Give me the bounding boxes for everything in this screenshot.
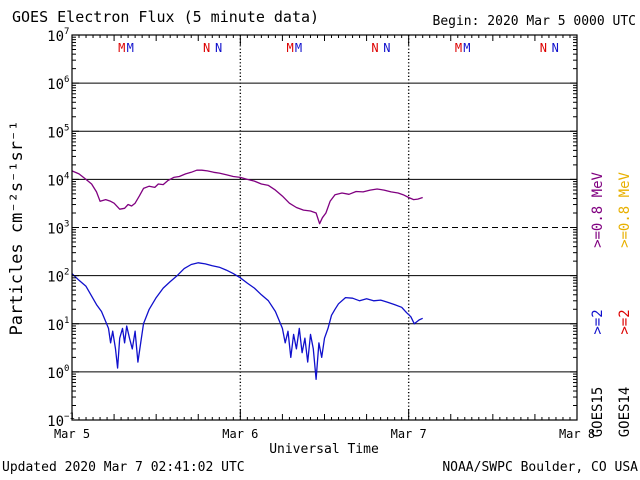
legend-entry: >=2 <box>590 309 606 334</box>
y-tick-exponent: 0 <box>64 364 69 374</box>
event-marker: N <box>540 41 547 55</box>
x-tick-label: Mar 5 <box>54 427 90 441</box>
chart-legend: >=0.8 MeV >=2 GOES15 >=0.8 MeV >=2 GOES14 <box>590 172 633 438</box>
y-tick-exponent: 1 <box>64 316 69 326</box>
plot-frame <box>71 34 578 421</box>
event-marker: N <box>552 41 559 55</box>
y-tick-exponent: 2 <box>64 268 69 278</box>
chart-grid <box>72 82 577 373</box>
y-tick-exponent: 6 <box>64 75 69 85</box>
y-tick-exponent: 5 <box>64 123 69 133</box>
y-tick-label: 10 <box>47 173 64 189</box>
event-marker: M <box>118 41 125 55</box>
y-tick-label: 10 <box>47 29 64 45</box>
legend-entry: GOES15 <box>590 387 606 438</box>
y-tick-label: 10 <box>47 222 64 238</box>
x-tick-label: Mar 7 <box>391 427 427 441</box>
x-tick-label: Mar 6 <box>222 427 258 441</box>
event-marker: N <box>215 41 222 55</box>
y-tick-label: 10 <box>47 366 64 382</box>
begin-time: Begin: 2020 Mar 5 0000 UTC <box>432 14 637 29</box>
event-marker: M <box>287 41 294 55</box>
y-tick-exponent: −1 <box>64 412 75 422</box>
y-axis-label: Particles cm⁻²s⁻¹sr⁻¹ <box>7 121 27 336</box>
event-marker: N <box>383 41 390 55</box>
event-marker: N <box>371 41 378 55</box>
series-line <box>71 262 423 380</box>
y-tick-exponent: 7 <box>64 27 69 37</box>
y-tick-label: 10 <box>47 270 64 286</box>
x-tick-label: Mar 8 <box>559 427 595 441</box>
chart-title: GOES Electron Flux (5 minute data) <box>12 8 320 26</box>
legend-entry: >=2 <box>617 309 633 334</box>
y-tick-label: 10 <box>47 414 64 430</box>
event-marker: M <box>295 41 302 55</box>
x-axis-label: Universal Time <box>269 442 379 457</box>
y-tick-label: 10 <box>47 77 64 93</box>
y-tick-exponent: 3 <box>64 220 69 230</box>
updated-timestamp: Updated 2020 Mar 7 02:41:02 UTC <box>2 460 245 475</box>
y-tick-exponent: 4 <box>64 171 69 181</box>
series-line <box>71 169 423 225</box>
legend-entry: >=0.8 MeV <box>590 172 606 248</box>
event-marker: M <box>127 41 134 55</box>
event-marker: M <box>455 41 462 55</box>
chart-series <box>71 169 423 380</box>
legend-entry: >=0.8 MeV <box>617 172 633 248</box>
event-marker: M <box>463 41 470 55</box>
credit-text: NOAA/SWPC Boulder, CO USA <box>442 460 638 475</box>
legend-entry: GOES14 <box>617 387 633 438</box>
y-tick-label: 10 <box>47 318 64 334</box>
x-axis-ticks: Mar 5 Mar 6 Mar 7 Mar 8 <box>54 35 595 441</box>
event-marker: N <box>203 41 210 55</box>
y-tick-label: 10 <box>47 125 64 141</box>
